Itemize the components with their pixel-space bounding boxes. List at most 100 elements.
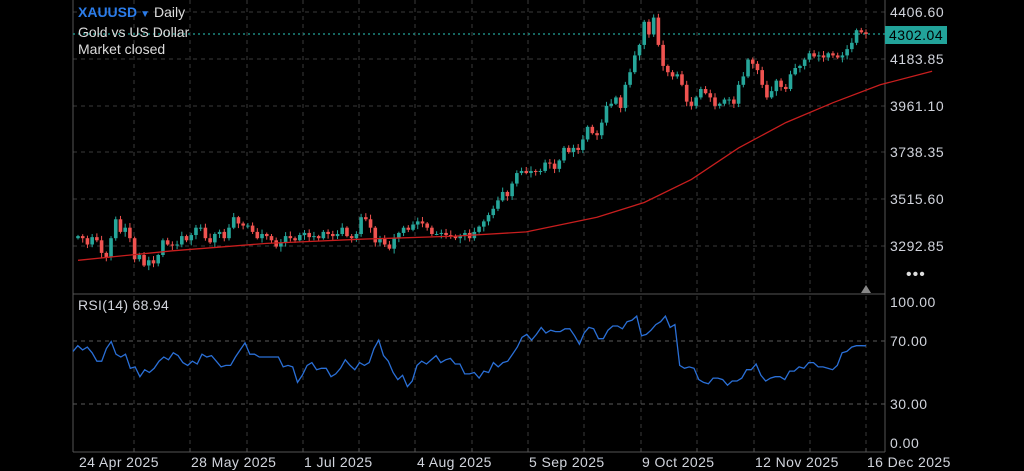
candle-body xyxy=(255,231,260,239)
candle-body xyxy=(359,217,363,234)
candle-body xyxy=(213,233,217,243)
date-label-0: 24 Apr 2025 xyxy=(79,454,159,470)
more-options-icon[interactable]: ••• xyxy=(906,266,926,283)
candle-body xyxy=(755,63,760,71)
price-tick-4: 3515.60 xyxy=(890,191,945,207)
candle-body xyxy=(415,221,420,225)
candle-body xyxy=(656,17,661,45)
date-label-5: 9 Oct 2025 xyxy=(642,454,715,470)
candle-body xyxy=(826,53,831,58)
candle-body xyxy=(99,240,104,253)
candle-body xyxy=(642,21,647,45)
candle-body xyxy=(670,72,675,77)
candle-body xyxy=(543,162,547,171)
date-label-2: 1 Jul 2025 xyxy=(304,454,373,470)
candle-body xyxy=(713,97,717,106)
candle-body xyxy=(750,59,755,64)
candle-body xyxy=(222,231,227,239)
candle-body xyxy=(109,238,113,258)
candle-body xyxy=(392,238,396,249)
candle-body xyxy=(680,74,684,85)
candle-body xyxy=(260,233,264,239)
candle-body xyxy=(566,147,571,153)
candle-body xyxy=(864,32,868,34)
candle-body xyxy=(854,30,859,43)
candle-body xyxy=(675,74,680,77)
candle-body xyxy=(529,170,533,174)
candle-body xyxy=(430,227,434,234)
candle-body xyxy=(599,122,604,136)
candle-body xyxy=(576,147,580,150)
candle-body xyxy=(241,223,245,226)
candle-body xyxy=(850,42,854,50)
candle-body xyxy=(783,86,788,90)
candle-body xyxy=(703,89,708,94)
candle-body xyxy=(798,65,802,69)
candle-body xyxy=(411,224,415,230)
candle-body xyxy=(463,232,467,237)
symbol-dropdown-caret-icon[interactable]: ▼ xyxy=(140,9,151,20)
candle-body xyxy=(307,232,312,238)
candle-body xyxy=(250,225,255,232)
candle-body xyxy=(453,236,458,239)
candle-body xyxy=(595,133,599,136)
candle-body xyxy=(194,227,198,236)
candle-body xyxy=(175,244,179,246)
candle-body xyxy=(628,72,632,85)
symbol-name[interactable]: XAUUSD xyxy=(78,4,138,20)
market-status: Market closed xyxy=(78,41,166,57)
candle-body xyxy=(552,163,557,169)
candle-body xyxy=(845,49,849,56)
candle-body xyxy=(760,70,764,85)
price-tick-2: 3961.10 xyxy=(890,98,945,114)
rsi-indicator-label[interactable]: RSI(14) 68.94 xyxy=(78,297,170,313)
candle-body xyxy=(788,74,793,90)
candle-body xyxy=(807,53,812,60)
candle-body xyxy=(373,227,378,243)
scroll-marker-icon xyxy=(861,285,871,293)
symbol-legend: XAUUSD ▼ Daily Gold vs US Dollar Market cl… xyxy=(78,4,189,59)
candle-body xyxy=(401,227,406,233)
candle-body xyxy=(236,217,241,224)
candle-body xyxy=(264,233,269,237)
price-tick-3: 3738.35 xyxy=(890,144,945,160)
candle-body xyxy=(203,227,208,239)
candle-body xyxy=(293,238,297,241)
candle-body xyxy=(519,170,524,174)
candle-body xyxy=(340,227,345,234)
candle-body xyxy=(227,227,231,239)
candle-body xyxy=(378,238,382,243)
candle-body xyxy=(802,59,807,66)
candle-body xyxy=(694,97,698,106)
price-tick-0: 4406.60 xyxy=(890,4,945,20)
candle-body xyxy=(859,30,864,33)
candle-body xyxy=(524,170,529,174)
candle-body xyxy=(590,126,595,134)
candle-body xyxy=(835,55,840,58)
candle-body xyxy=(538,170,543,173)
candle-body xyxy=(104,252,109,258)
candle-body xyxy=(727,99,731,101)
candle-body xyxy=(128,227,132,239)
candle-body xyxy=(647,21,651,35)
rsi-line xyxy=(72,314,867,388)
candle-body xyxy=(840,55,845,58)
candle-body xyxy=(831,53,835,56)
candle-body xyxy=(562,147,566,161)
interval-label[interactable]: Daily xyxy=(154,4,186,20)
candle-body xyxy=(548,162,552,164)
candle-body xyxy=(246,225,250,227)
candle-body xyxy=(571,147,576,153)
candle-body xyxy=(95,237,99,241)
candle-body xyxy=(689,101,694,106)
date-label-1: 28 May 2025 xyxy=(191,454,277,470)
candle-body xyxy=(496,200,500,209)
candle-body xyxy=(142,255,146,266)
candle-body xyxy=(312,236,316,238)
candle-body xyxy=(279,242,283,247)
candle-body xyxy=(387,244,392,249)
candle-body xyxy=(180,236,184,245)
candle-body xyxy=(123,227,127,232)
candle-body xyxy=(146,260,151,266)
